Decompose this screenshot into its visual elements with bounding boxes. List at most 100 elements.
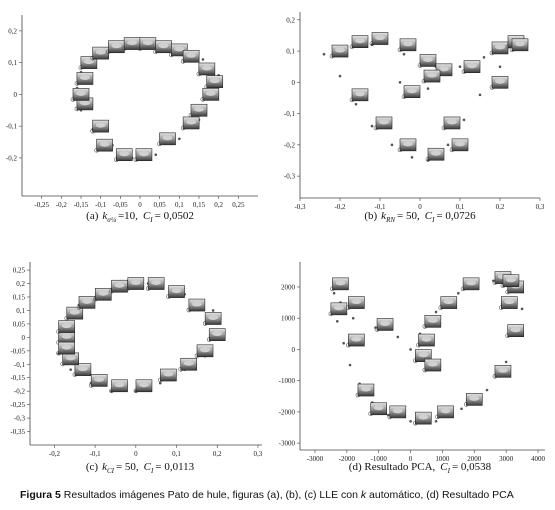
x-tick-label: 0,25 xyxy=(232,201,245,209)
thumbnail-object xyxy=(333,305,344,311)
figure-caption: Figura 5 Resultados imágenes Pato de hul… xyxy=(20,489,514,501)
image-thumbnail xyxy=(78,56,98,70)
caption-text: automático, (d) Resultado PCA xyxy=(369,489,514,501)
thumbnail-object xyxy=(95,49,106,55)
thumbnail-object xyxy=(495,44,505,50)
image-thumbnail xyxy=(56,331,75,345)
image-thumbnail xyxy=(369,32,389,46)
caption-c-rest: = 0,0113 xyxy=(155,461,194,473)
x-tick-label: -0,1 xyxy=(374,203,386,211)
image-thumbnail xyxy=(355,383,375,398)
thumbnail-object xyxy=(335,280,346,286)
x-tick-label: 0 xyxy=(134,450,138,458)
thumbnail-object xyxy=(351,336,362,342)
image-thumbnail xyxy=(387,405,407,420)
point xyxy=(478,93,482,97)
caption-prefix: (d) Resultado PCA, xyxy=(349,461,436,473)
y-tick-label: -0,3 xyxy=(284,173,296,181)
y-tick-label: 1000 xyxy=(281,315,296,323)
thumbnail-object xyxy=(443,299,454,305)
x-tick-label: 0,1 xyxy=(175,201,184,209)
thumbnail-object xyxy=(510,327,521,333)
image-thumbnail xyxy=(188,103,208,118)
image-thumbnail xyxy=(463,393,483,407)
thumbnail-object xyxy=(119,151,130,157)
thumbnail-object xyxy=(99,141,110,147)
thumbnail-object xyxy=(469,395,480,401)
image-thumbnail xyxy=(421,69,441,84)
image-thumbnail xyxy=(416,333,435,348)
x-tick-label: -0,3 xyxy=(294,203,306,211)
caption-c-rest: = 0,0726 xyxy=(436,210,476,222)
thumbnail-object xyxy=(455,141,465,147)
image-thumbnail xyxy=(157,132,176,147)
point xyxy=(504,360,508,364)
thumbnail-object xyxy=(186,52,197,58)
caption-text: Resultados imágenes Pato de hule, figura… xyxy=(64,489,358,501)
x-tick-label: -1000 xyxy=(371,455,388,463)
caption-c-sub: I xyxy=(149,216,153,224)
point xyxy=(482,56,486,59)
thumbnail-object xyxy=(158,43,169,49)
point xyxy=(154,153,158,157)
x-tick-label: 0,15 xyxy=(193,201,206,209)
caption-k-sub: σ¼ xyxy=(107,216,116,224)
x-tick-label: 0,1 xyxy=(456,203,465,211)
caption-c-sub: I xyxy=(150,467,154,475)
y-tick-label: -0,2 xyxy=(6,154,18,162)
x-tick-label: -0,15 xyxy=(74,201,89,209)
caption-k-sub: CI xyxy=(107,467,115,475)
y-tick-label: -0,2 xyxy=(14,388,26,396)
point xyxy=(410,156,414,159)
point xyxy=(409,419,412,423)
thumbnail-object xyxy=(427,72,437,78)
image-thumbnail xyxy=(200,88,220,102)
image-thumbnail xyxy=(196,62,216,77)
thumbnail-object xyxy=(418,352,429,358)
thumbnail-object xyxy=(421,336,432,342)
thumbnail-object xyxy=(447,119,457,125)
image-thumbnail xyxy=(489,41,509,56)
thumbnail-object xyxy=(138,382,149,388)
image-thumbnail xyxy=(373,116,393,131)
y-tick-label: -0,3 xyxy=(14,415,26,423)
x-tick-label: -0,2 xyxy=(334,203,346,211)
subplot-caption: (a) kσ¼ =10, CI = 0,0502 xyxy=(86,210,194,224)
image-thumbnail xyxy=(401,85,421,100)
image-thumbnail xyxy=(349,88,369,103)
caption-k-sub: RN xyxy=(385,216,395,224)
point xyxy=(492,279,495,283)
point xyxy=(520,307,524,311)
thumbnail-object xyxy=(355,91,365,97)
caption-c-sub: I xyxy=(447,467,451,475)
y-tick-label: -3000 xyxy=(279,440,296,448)
thumbnail-object xyxy=(61,323,72,329)
x-tick-label: 0 xyxy=(138,201,142,209)
image-thumbnail xyxy=(90,46,109,61)
image-thumbnail xyxy=(90,119,109,134)
image-thumbnail xyxy=(60,352,80,367)
point xyxy=(409,348,412,351)
image-thumbnail xyxy=(422,315,442,329)
thumbnail-object xyxy=(209,78,220,84)
y-tick-label: -0,05 xyxy=(10,347,25,355)
point xyxy=(434,310,438,314)
image-thumbnail xyxy=(56,341,75,356)
image-thumbnail xyxy=(194,344,214,359)
thumbnail-object xyxy=(407,88,417,94)
thumbnail-object xyxy=(427,361,438,367)
point xyxy=(211,309,215,312)
x-tick-label: 0,3 xyxy=(254,450,263,458)
thumbnail-object xyxy=(163,371,174,377)
thumbnail-object xyxy=(61,333,72,339)
thumbnail-object xyxy=(373,405,384,411)
image-thumbnail xyxy=(121,37,141,51)
thumbnail-object xyxy=(81,298,92,304)
thumbnail-object xyxy=(194,106,204,112)
thumbnail-object xyxy=(83,59,94,65)
point xyxy=(434,419,438,423)
caption-c-rest: = 0,0538 xyxy=(452,461,492,473)
y-tick-label: 0,1 xyxy=(16,307,25,315)
thumbnail-object xyxy=(497,367,508,373)
image-thumbnail xyxy=(349,35,369,49)
